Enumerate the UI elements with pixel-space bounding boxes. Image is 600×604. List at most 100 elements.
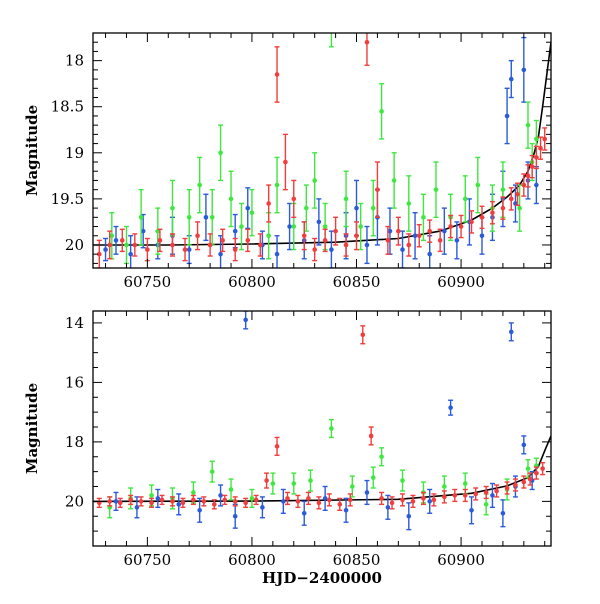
data-point [201, 496, 207, 507]
data-point [515, 182, 521, 207]
data-point [521, 475, 527, 489]
data-point [489, 482, 495, 509]
top-panel: 60750 60800 60850 60900 18 18.5 19 19.5 20 Magnit… [23, 32, 552, 291]
data-point [379, 447, 385, 467]
data-point [301, 221, 307, 251]
data-point [406, 502, 412, 531]
y-axis-title: Magnitude [23, 383, 41, 474]
data-point [343, 170, 349, 228]
y-tick-label: 18 [65, 433, 84, 451]
data-point [253, 494, 259, 506]
data-point [525, 164, 531, 188]
data-point [203, 193, 209, 242]
data-point [406, 175, 412, 232]
data-point [157, 228, 163, 253]
data-point [207, 233, 213, 257]
data-point [113, 491, 119, 512]
data-point [427, 219, 433, 243]
data-point [420, 193, 426, 242]
data-point [322, 228, 328, 253]
data-point [266, 184, 272, 223]
data-point [96, 497, 102, 509]
data-point [494, 484, 500, 498]
data-point [525, 101, 531, 149]
data-point [416, 223, 422, 248]
data-point [243, 497, 249, 509]
data-point [542, 127, 548, 151]
data-point [119, 228, 125, 253]
data-point [274, 436, 280, 456]
data-point [527, 472, 533, 486]
data-point [301, 500, 307, 526]
data-point [508, 187, 514, 211]
data-point [287, 202, 293, 251]
data-point [441, 207, 447, 255]
data-point [228, 170, 234, 228]
data-point [533, 145, 539, 170]
data-point [257, 233, 263, 257]
data-point [103, 237, 109, 262]
data-point [149, 497, 155, 509]
data-point [109, 212, 115, 260]
x-tick-label: 60850 [333, 551, 381, 569]
data-point [128, 235, 134, 268]
data-point [280, 488, 286, 514]
data-point [538, 136, 544, 160]
data-point [483, 485, 489, 500]
data-point [134, 496, 140, 519]
data-point [347, 493, 353, 507]
data-point [504, 87, 510, 145]
data-point [508, 322, 514, 342]
data-point [107, 496, 113, 507]
data-point [128, 494, 134, 506]
data-point [462, 175, 468, 223]
data-point [489, 200, 495, 225]
data-point [379, 82, 385, 140]
series-1 [109, 33, 539, 265]
data-point [159, 494, 165, 506]
plot-area [93, 33, 551, 268]
data-point [169, 179, 175, 237]
series-2 [96, 33, 548, 268]
data-point [264, 472, 270, 489]
x-tick-label: 60900 [437, 551, 485, 569]
data-point [469, 210, 475, 234]
data-point [400, 469, 406, 492]
data-point [364, 479, 370, 506]
data-point [312, 152, 318, 209]
data-point [291, 179, 297, 219]
data-point [508, 59, 514, 99]
y-tick-label: 20 [65, 236, 84, 254]
data-point [220, 228, 226, 253]
data-point [249, 488, 255, 509]
data-point [412, 212, 418, 260]
data-point [385, 225, 391, 255]
data-point [326, 493, 332, 507]
data-point [360, 325, 366, 345]
data-point [182, 237, 188, 262]
data-point [197, 156, 203, 214]
data-point [284, 491, 290, 506]
x-axis-title: HJD−2400000 [262, 569, 382, 587]
data-point [328, 33, 334, 48]
data-point [274, 235, 280, 268]
data-point [155, 488, 161, 509]
data-point [395, 216, 401, 246]
data-point [500, 196, 506, 220]
axes-frame [92, 32, 552, 269]
data-point [259, 496, 265, 519]
data-point [437, 228, 443, 253]
data-point [441, 490, 447, 504]
data-point [427, 488, 433, 514]
data-point [370, 466, 376, 489]
y-tick-label: 14 [65, 314, 84, 332]
data-point [473, 487, 479, 501]
data-point [454, 221, 460, 260]
data-point [385, 494, 391, 520]
axes-frame [92, 310, 552, 547]
data-point [218, 124, 224, 182]
y-tick-label: 20 [65, 492, 84, 510]
data-point [243, 311, 249, 330]
